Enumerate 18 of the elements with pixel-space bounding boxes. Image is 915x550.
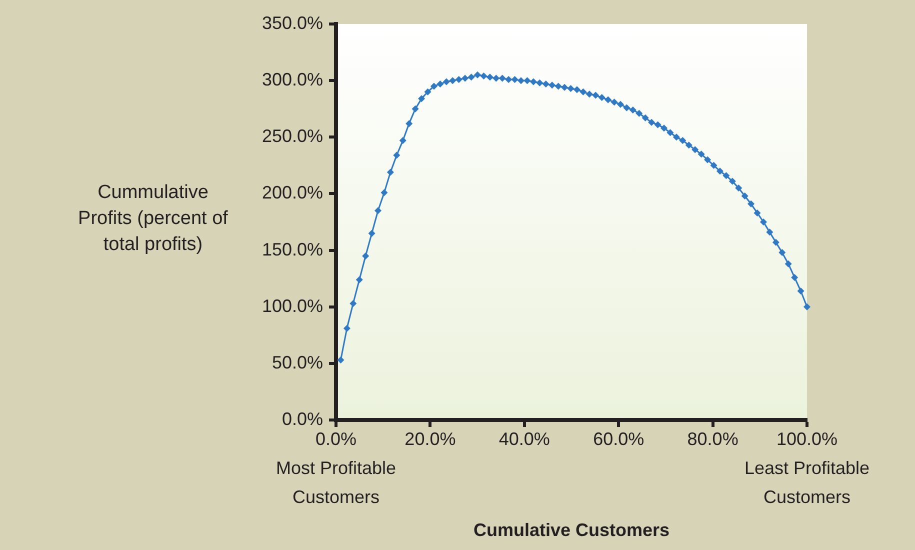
text: Least Profitable Customers [744,458,870,507]
y-tick-label: 150.0% [262,239,323,260]
y-tick-label: 350.0% [262,12,323,33]
y-tick-label: 50.0% [272,352,323,372]
x-tick-label: 0.0% [315,428,357,449]
y-tick-label: 200.0% [262,182,323,203]
x-tick-label: 60.0% [593,428,644,449]
y-axis-title: Cummulative Profits (percent of total profits) [78,181,228,257]
x-axis-title: Cumulative Customers [473,520,670,540]
x-tick-label: 80.0% [687,428,738,449]
y-tick-label: 300.0% [262,70,323,90]
y-tick-label: 0.0% [282,408,323,429]
y-tick-label: 100.0% [262,296,323,316]
x-tick-label: 40.0% [498,428,550,449]
x-tick-label: 100.0% [776,428,838,449]
y-tick-label: 250.0% [262,126,323,146]
text: Most Profitable Customers [276,458,396,507]
x-tick-label: 20.0% [404,428,456,449]
